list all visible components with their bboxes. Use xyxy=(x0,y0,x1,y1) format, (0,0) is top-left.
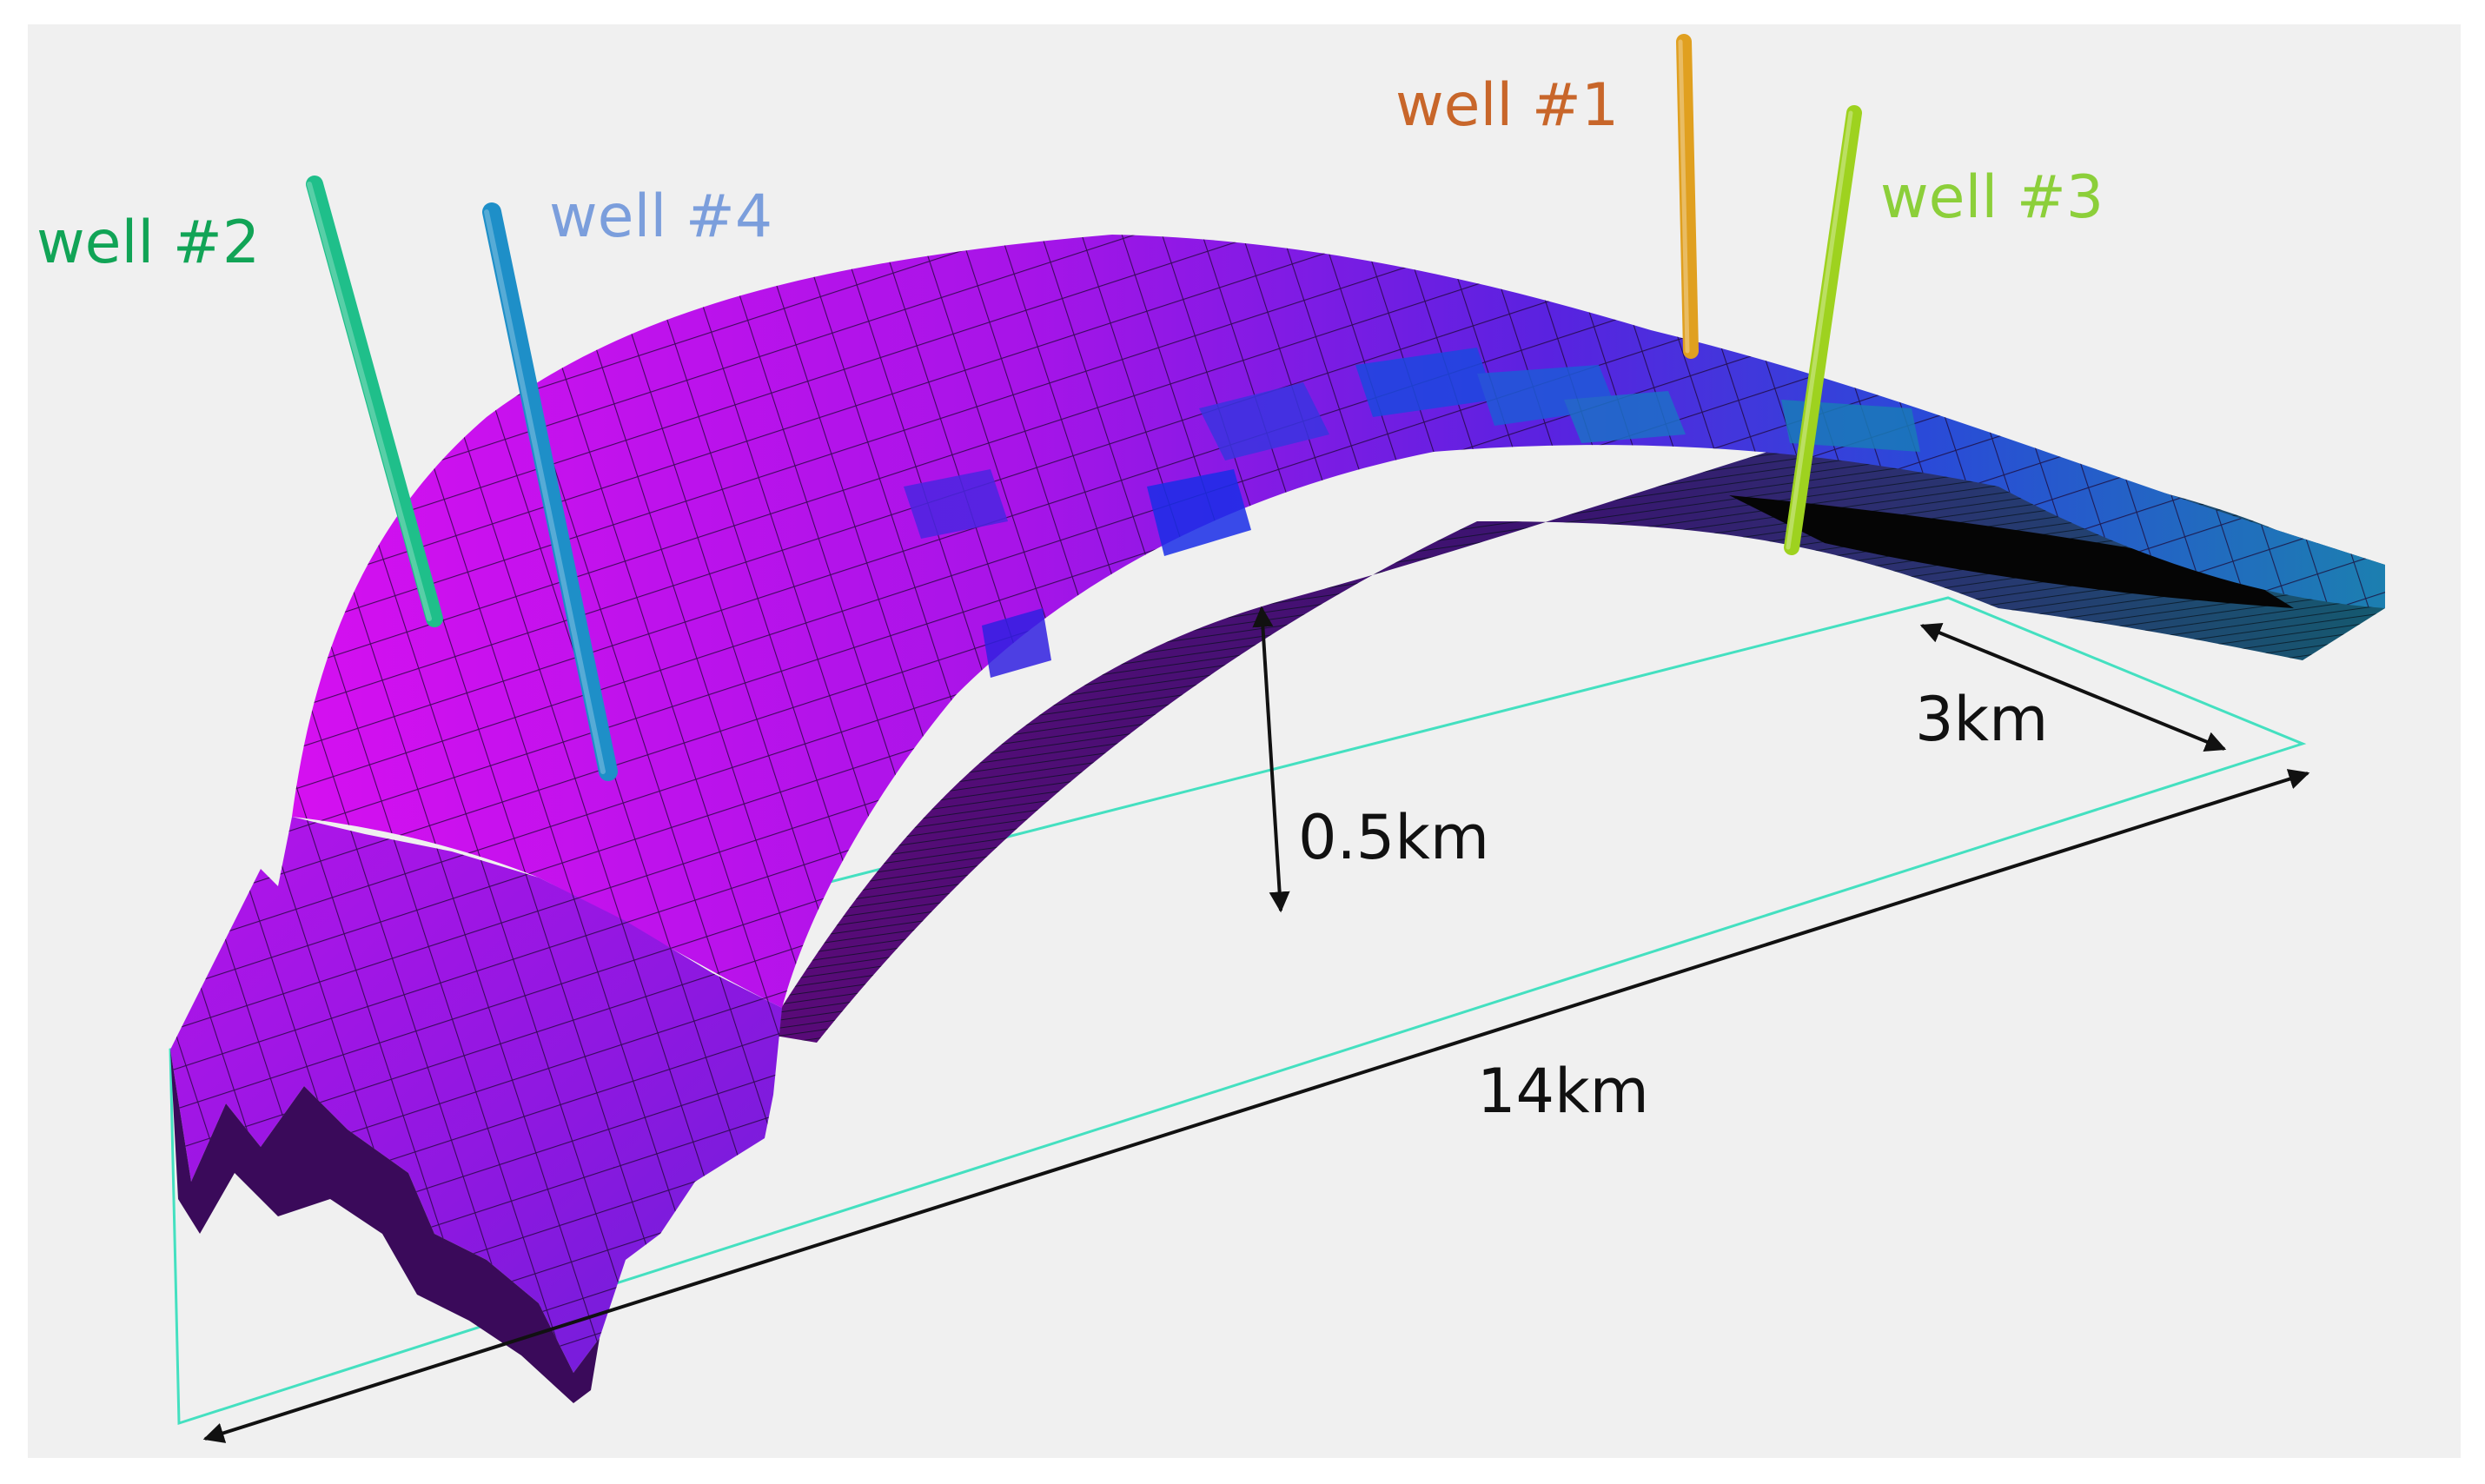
well-pipes xyxy=(306,34,1862,781)
well1-label: well #1 xyxy=(1395,71,1619,140)
well4-label: well #4 xyxy=(549,182,772,251)
width-label: 3km xyxy=(1915,684,2048,755)
length-label: 14km xyxy=(1477,1056,1649,1127)
width-arrow xyxy=(1919,623,2227,752)
anticline-underside xyxy=(1729,495,2294,608)
well1-pipe xyxy=(1676,34,1699,359)
extent-outline xyxy=(169,596,2307,1426)
anticline-side-layers xyxy=(765,434,2385,1043)
permeability-patches xyxy=(904,348,1920,678)
well4-pipe xyxy=(482,202,618,781)
well2-pipe xyxy=(306,176,443,627)
well3-label: well #3 xyxy=(1880,163,2104,232)
well3-pipe xyxy=(1784,105,1862,555)
dimension-arrows xyxy=(202,606,2310,1443)
length-arrow xyxy=(202,769,2310,1443)
thickness-arrow xyxy=(1252,606,1290,913)
well2-label: well #2 xyxy=(36,209,260,277)
thickness-label: 0.5km xyxy=(1298,802,1489,873)
